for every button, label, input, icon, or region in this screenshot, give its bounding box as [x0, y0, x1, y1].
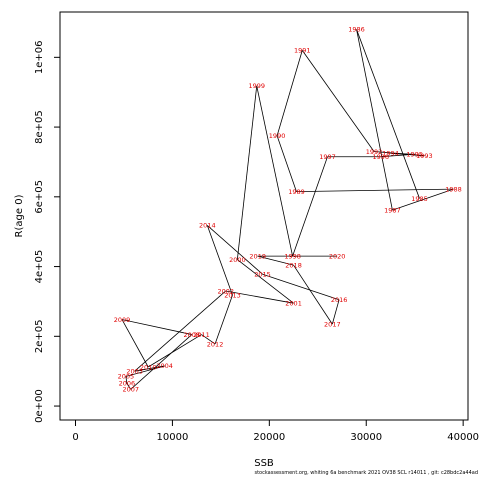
x-tick-label: 20000: [253, 432, 285, 443]
trajectory-segment: [356, 29, 420, 199]
point-year-label: 1997: [319, 153, 336, 161]
point-year-label: 1994: [382, 150, 399, 158]
trajectory-segment: [276, 50, 303, 136]
point-year-label: 2013: [224, 291, 241, 299]
y-tick-label: 0e+00: [34, 389, 45, 423]
y-tick-label: 1e+06: [34, 41, 45, 75]
point-year-label: 2016: [331, 296, 348, 304]
trajectory-segment: [236, 85, 258, 260]
point-year-label: 1989: [288, 188, 305, 196]
plot-frame: [59, 11, 469, 421]
point-year-label: 2017: [324, 320, 341, 328]
point-year-label: 2010: [140, 363, 157, 371]
y-tick-label: 4e+05: [34, 250, 45, 284]
trajectory-segment: [356, 29, 393, 211]
point-year-label: 1990: [269, 132, 286, 140]
x-tick-label: 10000: [157, 432, 189, 443]
trajectory-segment: [301, 50, 375, 152]
trajectory-segment: [257, 255, 294, 266]
point-year-label: 1987: [384, 206, 401, 214]
point-year-label: 1995: [406, 151, 423, 159]
point-year-label: 2019: [249, 252, 266, 260]
point-year-label: 1988: [445, 185, 462, 193]
point-year-label: 2012: [207, 340, 224, 348]
y-tick-label: 6e+05: [34, 180, 45, 214]
trajectory-segment: [262, 273, 340, 301]
x-tick-label: 0: [72, 432, 78, 443]
point-year-label: 2015: [254, 271, 271, 279]
point-year-label: 1993: [416, 152, 433, 160]
point-year-label: 2007: [122, 386, 139, 394]
point-year-label: 1998: [284, 252, 301, 260]
trajectory-segment: [392, 188, 454, 211]
y-axis-label: R(age 0): [14, 194, 25, 237]
point-labels: 1985 1986 1987 1988 1989 1990 1991 1992 1993 1994…: [114, 26, 462, 394]
point-year-label: 2009: [114, 316, 131, 324]
trajectory-segment: [125, 365, 165, 377]
point-year-label: 2003: [126, 367, 143, 375]
trajectory-segment: [121, 319, 149, 368]
trajectory-segment: [214, 295, 233, 345]
y-tick-label: 2e+05: [34, 319, 45, 353]
point-year-label: 2001: [285, 299, 302, 307]
trajectory-segment: [292, 156, 328, 257]
trajectory-segment: [147, 334, 202, 368]
point-year-label: 2005: [118, 373, 135, 381]
trajectory-segment: [225, 290, 294, 304]
trajectory-segment: [125, 376, 128, 384]
trajectory-segment: [380, 153, 415, 158]
point-year-label: 2000: [229, 256, 246, 264]
trajectory-segment: [331, 299, 340, 325]
point-year-label: 2002: [217, 287, 234, 295]
trajectory-segment: [256, 85, 293, 257]
trajectory-segment: [121, 319, 192, 335]
trajectory-segment: [206, 225, 233, 296]
trajectory-segment: [130, 334, 193, 390]
point-year-label: 2018: [285, 261, 302, 269]
point-year-label: 1999: [248, 82, 265, 90]
trajectory-segment: [134, 290, 226, 372]
point-year-label: 2020: [329, 252, 346, 260]
x-axis-label: SSB: [254, 458, 274, 469]
point-year-label: 1996: [373, 153, 390, 161]
series-lines: [121, 29, 454, 390]
x-axis: 0 10000 20000 30000 40000: [72, 420, 479, 443]
point-year-label: 1992: [366, 148, 383, 156]
x-tick-label: 30000: [350, 432, 382, 443]
footer-caption: stockassessment.org, whiting 6a benchmar…: [254, 470, 478, 476]
point-year-label: 1986: [348, 26, 365, 34]
y-axis: 0e+00 2e+05 4e+05 6e+05 8e+05 1e+06: [34, 41, 60, 423]
point-year-label: 2006: [119, 380, 136, 388]
trajectory-segment: [296, 188, 454, 192]
trajectory-segment: [134, 365, 165, 372]
trajectory-segment: [293, 264, 333, 325]
trajectory-segment: [126, 383, 132, 390]
point-year-label: 2004: [156, 362, 173, 370]
point-year-label: 2014: [199, 222, 216, 230]
trajectory-segment: [207, 225, 263, 275]
point-year-label: 2011: [193, 331, 210, 339]
trajectory-segment: [390, 152, 415, 155]
trajectory-segment: [201, 334, 216, 345]
y-tick-label: 8e+05: [34, 110, 45, 144]
point-year-label: 1991: [294, 47, 311, 55]
trajectory-segment: [276, 135, 297, 192]
x-tick-label: 40000: [447, 432, 479, 443]
point-year-label: 1985: [411, 195, 428, 203]
point-year-label: 2008: [184, 331, 201, 339]
trajectory-segment: [237, 259, 294, 304]
